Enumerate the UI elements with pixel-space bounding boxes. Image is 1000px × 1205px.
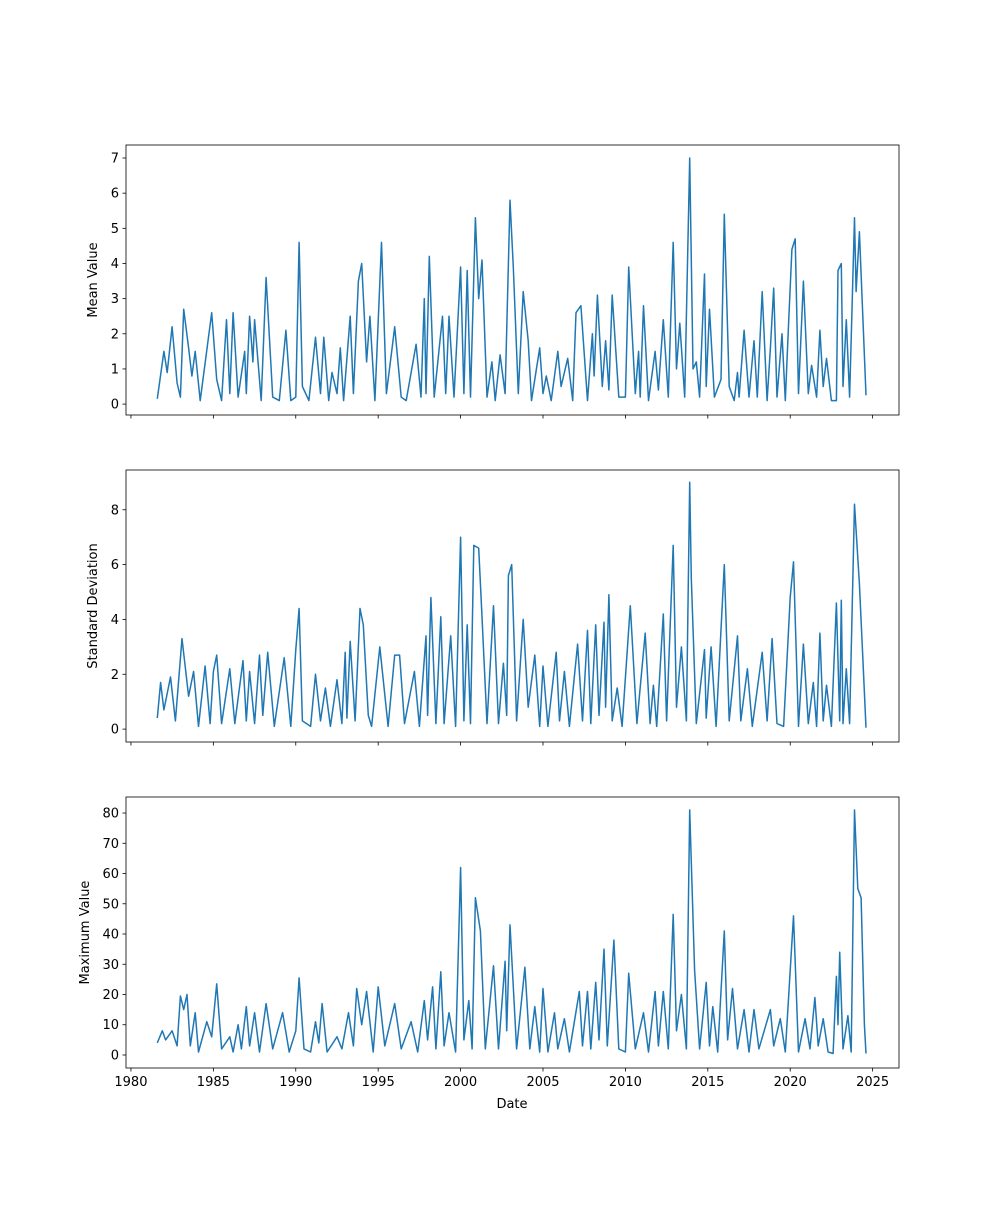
- y-axis-label: Maximum Value: [78, 881, 93, 985]
- x-tick-label: 1995: [362, 1075, 395, 1090]
- x-tick-label: 2000: [444, 1075, 477, 1090]
- y-tick-label: 40: [102, 928, 119, 943]
- y-tick-label: 20: [102, 988, 119, 1003]
- y-tick-label: 10: [102, 1018, 119, 1033]
- y-tick-label: 30: [102, 958, 119, 973]
- y-tick-label: 8: [111, 503, 119, 518]
- y-tick-label: 4: [111, 613, 119, 628]
- y-tick-label: 6: [111, 187, 119, 202]
- x-tick-label: 2025: [856, 1075, 889, 1090]
- y-tick-label: 1: [111, 362, 119, 377]
- y-tick-label: 3: [111, 292, 119, 307]
- y-axis-label: Standard Deviation: [86, 543, 101, 668]
- x-tick-label: 2005: [526, 1075, 559, 1090]
- axes-frame: [125, 469, 900, 743]
- y-tick-label: 5: [111, 222, 119, 237]
- x-tick-label: 2010: [609, 1075, 642, 1090]
- x-tick-label: 2020: [774, 1075, 807, 1090]
- x-tick-label: 1980: [114, 1075, 147, 1090]
- series-line: [156, 481, 867, 728]
- series-line: [156, 809, 867, 1055]
- standard-deviation-panel: 0 2 4 6 8 Standard Deviation: [86, 469, 900, 746]
- y-tick-label: 0: [111, 1048, 119, 1063]
- y-tick-label: 2: [111, 668, 119, 683]
- y-tick-label: 80: [102, 807, 119, 822]
- maximum-value-panel: 0 10 20 30 40 50 60 70 80 1980 1985 1990 1995 2000 200…: [78, 796, 900, 1090]
- y-tick-label: 6: [111, 558, 119, 573]
- y-tick-label: 60: [102, 867, 119, 882]
- y-tick-label: 7: [111, 152, 119, 167]
- x-tick-label: 2015: [691, 1075, 724, 1090]
- y-tick-label: 0: [111, 398, 119, 413]
- mean-value-panel: 0 1 2 3 4 5 6 7 Mean Value: [86, 144, 900, 419]
- x-tick-label: 1990: [279, 1075, 312, 1090]
- y-tick-label: 0: [111, 723, 119, 738]
- axes-frame: [125, 796, 900, 1069]
- y-tick-label: 4: [111, 257, 119, 272]
- axes-frame: [125, 144, 900, 416]
- series-line: [156, 157, 867, 402]
- x-tick-label: 1985: [197, 1075, 230, 1090]
- x-axis-label: Date: [496, 1097, 527, 1112]
- y-tick-label: 70: [102, 837, 119, 852]
- y-tick-label: 2: [111, 327, 119, 342]
- y-axis-label: Mean Value: [86, 242, 101, 317]
- y-tick-label: 50: [102, 897, 119, 912]
